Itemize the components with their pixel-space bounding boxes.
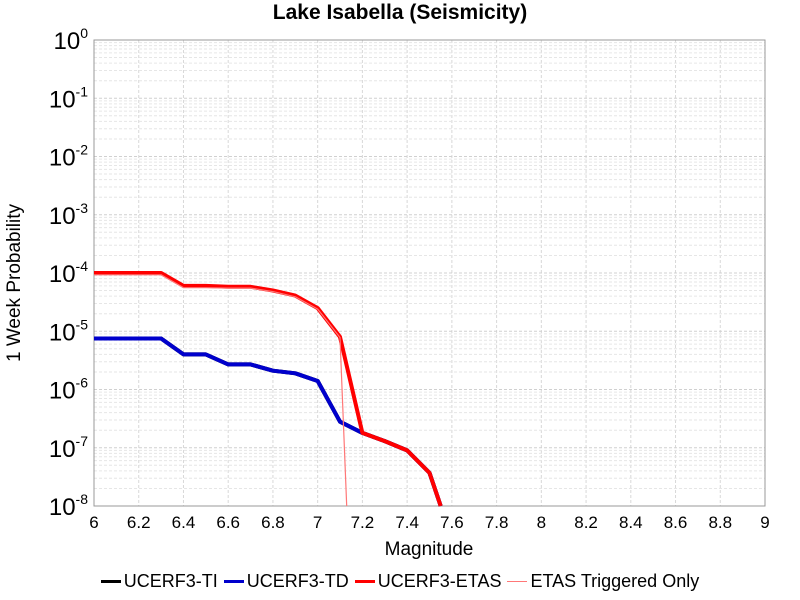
x-tick-label: 7.4 [395,513,419,532]
x-tick-label: 8.6 [664,513,688,532]
legend-item-2: UCERF3-TD [223,570,349,592]
legend-swatch [223,579,244,583]
series-lines [94,271,443,507]
legend-label: ETAS Triggered Only [530,570,700,591]
legend-item-3: UCERF3-ETAS [354,570,502,592]
legend-label: UCERF3-TD [246,570,349,591]
x-tick-label: 7.2 [351,513,375,532]
x-tick-label: 8.8 [708,513,732,532]
y-tick-label: 10-8 [49,491,88,521]
legend-swatch [100,579,121,583]
x-tick-label: 6.8 [261,513,285,532]
series-line-2 [94,336,443,507]
y-axis-label: 1 Week Probability [4,203,25,362]
legend-swatch [507,580,528,582]
x-tick-label: 7 [313,513,322,532]
legend-label: UCERF3-ETAS [377,570,502,591]
x-tick-label: 8.4 [619,513,643,532]
series-line-3 [94,271,443,507]
chart-title: Lake Isabella (Seismicity) [273,1,527,24]
x-tick-label: 7.6 [440,513,464,532]
x-tick-label: 6.2 [127,513,151,532]
y-tick-label: 10-3 [49,200,88,230]
y-tick-label: 10-5 [49,316,88,346]
legend: UCERF3-TI UCERF3-TD UCERF3-ETAS ETAS Trigge… [0,568,800,594]
legend-label: UCERF3-TI [123,570,218,591]
y-tick-label: 10-6 [49,375,88,405]
y-tick-label: 10-7 [49,433,88,463]
series-line-4 [94,274,348,507]
x-tick-label: 6 [89,513,98,532]
series-line-1 [94,336,443,507]
y-tick-label: 10-2 [49,142,88,172]
y-tick-label: 10-4 [49,258,88,288]
x-tick-label: 6.6 [216,513,240,532]
x-tick-label: 6.4 [172,513,196,532]
axis-ticks: 6 6.2 6.4 6.6 6.8 7 7.2 7.4 7.6 7.8 8 8.2 8.4 8.6 8.8 9… [49,25,770,532]
x-tick-label: 8 [537,513,546,532]
y-tick-label: 10-1 [49,83,88,113]
x-tick-label: 7.8 [485,513,509,532]
legend-swatch [354,579,375,583]
legend-item-4: ETAS Triggered Only [507,571,699,592]
x-tick-label: 9 [760,513,769,532]
x-axis-label: Magnitude [385,539,474,560]
grid [93,39,766,507]
legend-item-1: UCERF3-TI [100,570,218,592]
y-tick-label: 100 [54,25,89,55]
x-tick-label: 8.2 [574,513,598,532]
